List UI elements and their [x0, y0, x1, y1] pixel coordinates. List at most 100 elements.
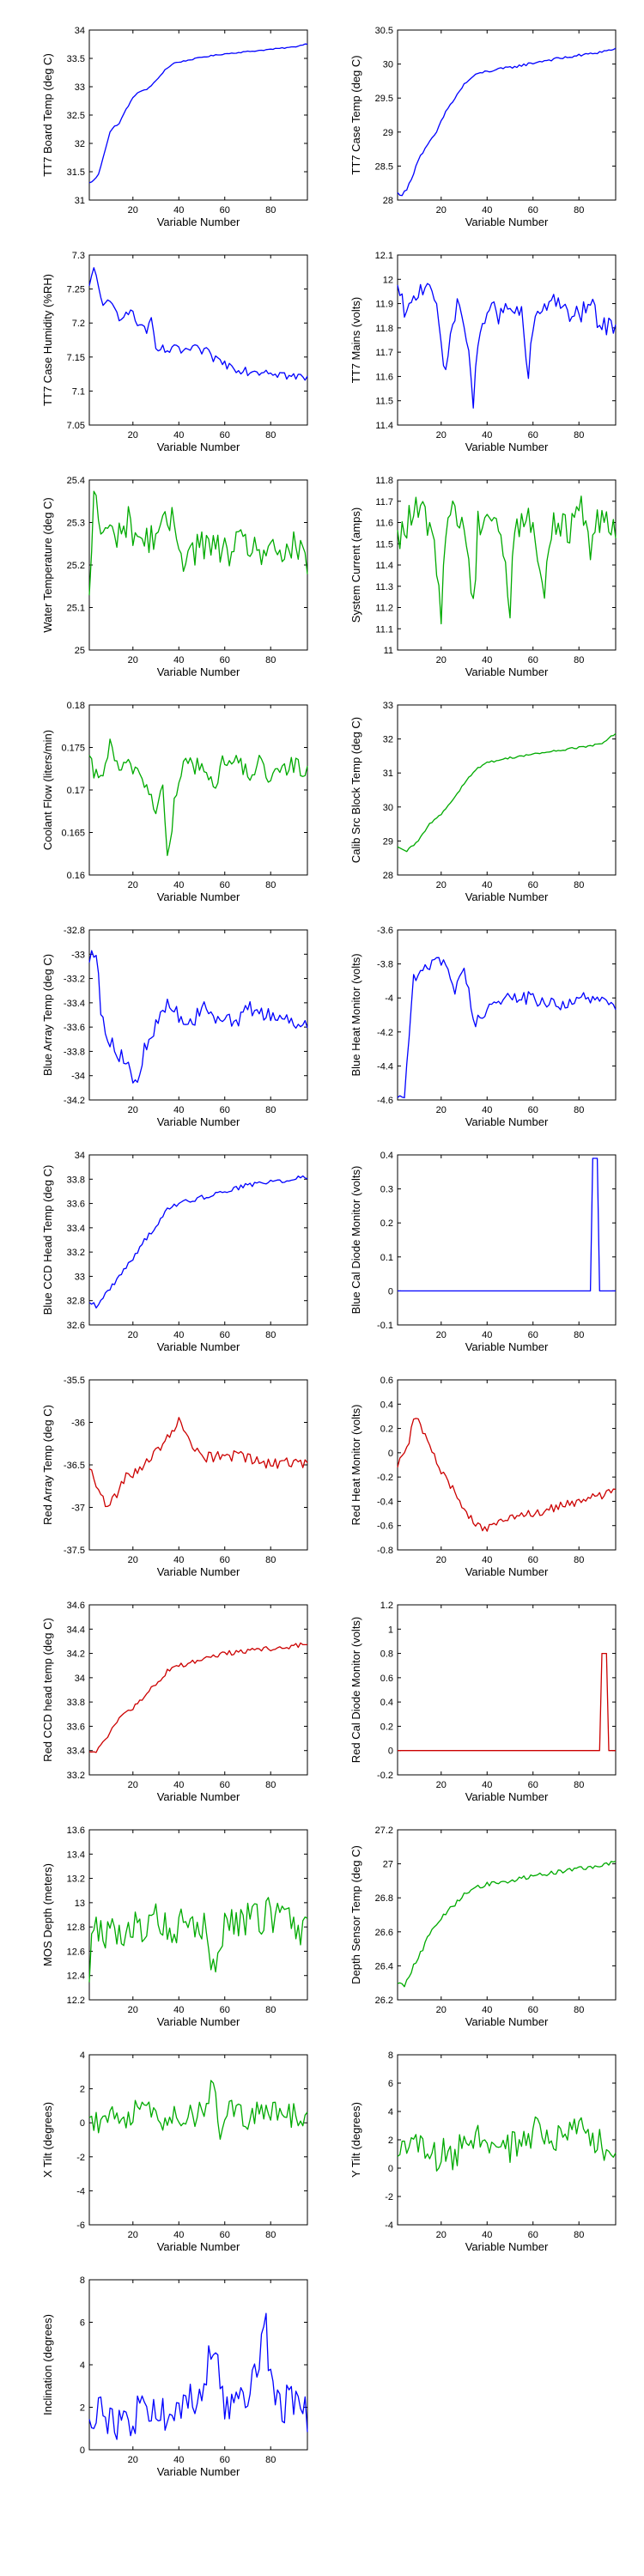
y-tick-label: 33 — [75, 82, 85, 93]
y-tick-label: 12.4 — [67, 1971, 85, 1982]
y-tick-label: 32 — [75, 139, 85, 149]
x-tick-label: 80 — [574, 2005, 584, 2015]
chart-6: 11 11.1 11.2 11.3 11.4 11.5 11.6 11.7 11.8 20 40 60… — [349, 476, 617, 678]
chart-15: 33.2 33.4 33.6 33.8 34 34.2 34.4 34.6 20 40 60 80 Va… — [41, 1601, 308, 1803]
y-tick-label: 7.05 — [67, 421, 85, 431]
x-tick-label: 20 — [128, 880, 138, 890]
x-tick-label: 80 — [574, 2230, 584, 2240]
x-tick-label: 40 — [173, 2455, 184, 2465]
axes-frame — [397, 29, 617, 201]
y-tick-label: -4 — [76, 2186, 85, 2196]
y-tick-label: 34 — [75, 1674, 85, 1684]
y-tick-label: 0.3 — [380, 1185, 393, 1195]
x-tick-label: 40 — [482, 2230, 492, 2240]
y-axis-label: TT7 Mains (volts) — [349, 297, 362, 383]
x-tick-label: 20 — [436, 205, 447, 216]
y-tick-label: 33.5 — [67, 54, 85, 64]
x-tick-label: 80 — [265, 1105, 276, 1115]
x-tick-label: 60 — [528, 655, 538, 665]
x-tick-label: 60 — [528, 205, 538, 216]
y-tick-label: 0.165 — [61, 829, 85, 839]
y-axis-label: Depth Sensor Temp (deg C) — [349, 1845, 362, 1984]
y-tick-label: 26.8 — [375, 1893, 393, 1904]
y-tick-label: -34.2 — [64, 1096, 85, 1106]
y-tick-label: 33 — [75, 1272, 85, 1282]
y-tick-label: 33.2 — [67, 1248, 85, 1258]
x-tick-label: 80 — [265, 2455, 276, 2465]
y-tick-label: -4.6 — [377, 1096, 393, 1106]
y-tick-label: 7.2 — [72, 319, 85, 329]
y-axis-label: Y Tilt (degrees) — [349, 2102, 362, 2178]
y-tick-label: 0.1 — [380, 1253, 393, 1263]
x-tick-label: 60 — [220, 205, 230, 216]
y-tick-label: 11.5 — [375, 397, 393, 407]
y-tick-label: 25.4 — [67, 476, 85, 486]
y-tick-label: -0.4 — [377, 1497, 393, 1507]
x-tick-label: 20 — [128, 2455, 138, 2465]
y-tick-label: 1 — [388, 1625, 393, 1635]
y-tick-label: 11.5 — [375, 539, 393, 550]
y-tick-label: -33 — [71, 950, 85, 960]
y-axis-label: System Current (amps) — [349, 507, 362, 623]
chart-4: 11.4 11.5 11.6 11.7 11.8 11.9 12 12.1 20 40 60 80 Va… — [349, 251, 617, 453]
axes-frame — [88, 929, 308, 1101]
axes-frame — [397, 254, 617, 426]
x-axis-label: Variable Number — [465, 440, 549, 453]
y-axis-label: Red Cal Diode Monitor (volts) — [349, 1617, 362, 1764]
y-tick-label: 25.1 — [67, 604, 85, 614]
x-tick-label: 60 — [220, 1555, 230, 1565]
y-tick-label: 0.6 — [380, 1376, 393, 1386]
y-tick-label: 30.5 — [375, 26, 393, 36]
x-tick-label: 60 — [220, 2230, 230, 2240]
chart-2: 28 28.5 29 29.5 30 30.5 20 40 60 80 Variable Numbe… — [349, 26, 617, 228]
x-tick-label: 20 — [436, 1555, 447, 1565]
y-tick-label: 8 — [388, 2050, 393, 2061]
series-line — [397, 1860, 617, 1988]
y-tick-label: 26.6 — [375, 1928, 393, 1938]
x-tick-label: 40 — [482, 1555, 492, 1565]
y-tick-label: -32.8 — [64, 926, 85, 936]
x-tick-label: 80 — [574, 1555, 584, 1565]
y-tick-label: 29.5 — [375, 94, 393, 104]
y-tick-label: 12 — [383, 275, 393, 285]
y-tick-label: 0.18 — [67, 701, 85, 711]
y-tick-label: 2 — [80, 2403, 85, 2414]
y-tick-label: 0 — [80, 2445, 85, 2456]
y-tick-label: 0.175 — [61, 744, 85, 754]
y-tick-label: 33.6 — [67, 1200, 85, 1210]
y-tick-label: 11.3 — [375, 582, 393, 592]
y-tick-label: 4 — [80, 2050, 85, 2061]
y-tick-label: 4 — [80, 2360, 85, 2371]
y-tick-label: 0.2 — [380, 1722, 393, 1732]
chart-19: -6 -4 -2 0 2 4 20 40 60 80 Variable Number X Tilt (… — [41, 2050, 308, 2253]
y-tick-label: 12.6 — [67, 1947, 85, 1957]
axes-frame — [88, 29, 308, 201]
y-tick-label: 32.8 — [67, 1297, 85, 1307]
series-line — [397, 957, 617, 1099]
x-tick-label: 80 — [265, 2230, 276, 2240]
axes-frame — [397, 1379, 617, 1551]
x-axis-label: Variable Number — [465, 216, 549, 228]
x-axis-label: Variable Number — [465, 1340, 549, 1353]
x-axis-label: Variable Number — [157, 890, 240, 903]
y-tick-label: 34 — [75, 26, 85, 36]
y-axis-label: X Tilt (degrees) — [41, 2102, 54, 2178]
x-axis-label: Variable Number — [157, 2465, 240, 2478]
x-axis-label: Variable Number — [465, 1565, 549, 1578]
y-tick-label: -37 — [71, 1504, 85, 1514]
y-tick-label: 25 — [75, 646, 85, 656]
x-tick-label: 80 — [265, 1780, 276, 1790]
axes-frame — [397, 1154, 617, 1326]
series-line — [397, 283, 617, 409]
x-axis-label: Variable Number — [157, 1115, 240, 1128]
y-tick-label: 0.2 — [380, 1425, 393, 1435]
y-tick-label: 26.2 — [375, 1996, 393, 2006]
series-line — [88, 2080, 308, 2140]
x-tick-label: 40 — [173, 1330, 184, 1340]
series-line — [397, 732, 617, 853]
y-tick-label: 32.5 — [67, 111, 85, 121]
axes-frame — [397, 929, 617, 1101]
y-tick-label: 33.2 — [67, 1771, 85, 1781]
y-tick-label: 34.6 — [67, 1601, 85, 1611]
x-axis-label: Variable Number — [157, 2015, 240, 2028]
